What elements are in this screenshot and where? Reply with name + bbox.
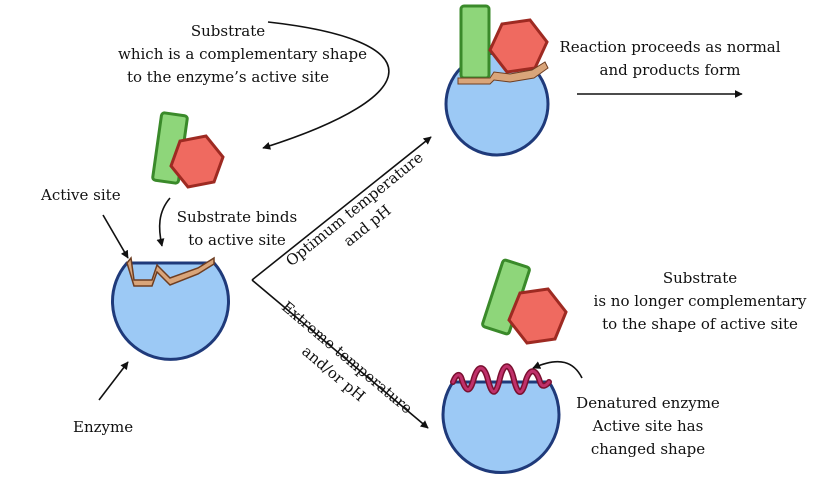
arrow-denatured — [532, 360, 583, 379]
arrow-optimum — [251, 136, 432, 281]
arrow-enzyme — [98, 361, 129, 401]
denatured-enzyme-icon — [441, 363, 561, 475]
arrow-substrate-to-free-substrate — [262, 21, 390, 150]
label-line: to the enzyme’s active site — [126, 68, 330, 86]
label-substrate-binds: Substrate binds to active site — [176, 206, 298, 252]
label-denatured-enzyme: Denatured enzyme Active site has changed… — [568, 392, 728, 461]
label-line: Reaction proceeds as normal — [559, 38, 781, 56]
arrow-extreme — [251, 279, 429, 429]
arrow-active-site — [102, 214, 129, 259]
label-line: to active site — [188, 231, 286, 249]
label-line: Active site has — [592, 417, 704, 435]
label-enzyme: Enzyme — [73, 418, 134, 436]
label-line: Substrate — [662, 269, 738, 287]
label-substrate-complementary: Substrate which is a complementary shape… — [118, 20, 367, 89]
label-line: Denatured enzyme — [576, 394, 720, 412]
label-line: and products form — [599, 61, 741, 79]
label-line: which is a complementary shape — [118, 45, 367, 63]
label-substrate-not-complementary: Substrate is no longer complementary to … — [580, 267, 820, 336]
label-line: to the shape of active site — [602, 315, 798, 333]
label-line: is no longer complementary — [593, 292, 807, 310]
active-site-notch — [126, 256, 215, 287]
label-active-site: Active site — [41, 186, 121, 204]
substrate-unbound-icon — [481, 258, 568, 345]
label-line: Substrate binds — [176, 208, 298, 226]
label-line: Substrate — [190, 22, 266, 40]
substrate-icon — [151, 111, 225, 189]
arrow-substrate-binds — [156, 197, 171, 247]
label-line: changed shape — [590, 440, 706, 458]
label-reaction-proceeds: Reaction proceeds as normal and products… — [555, 36, 785, 82]
enzyme-icon — [111, 256, 230, 361]
enzyme-substrate-complex-icon — [444, 4, 550, 157]
